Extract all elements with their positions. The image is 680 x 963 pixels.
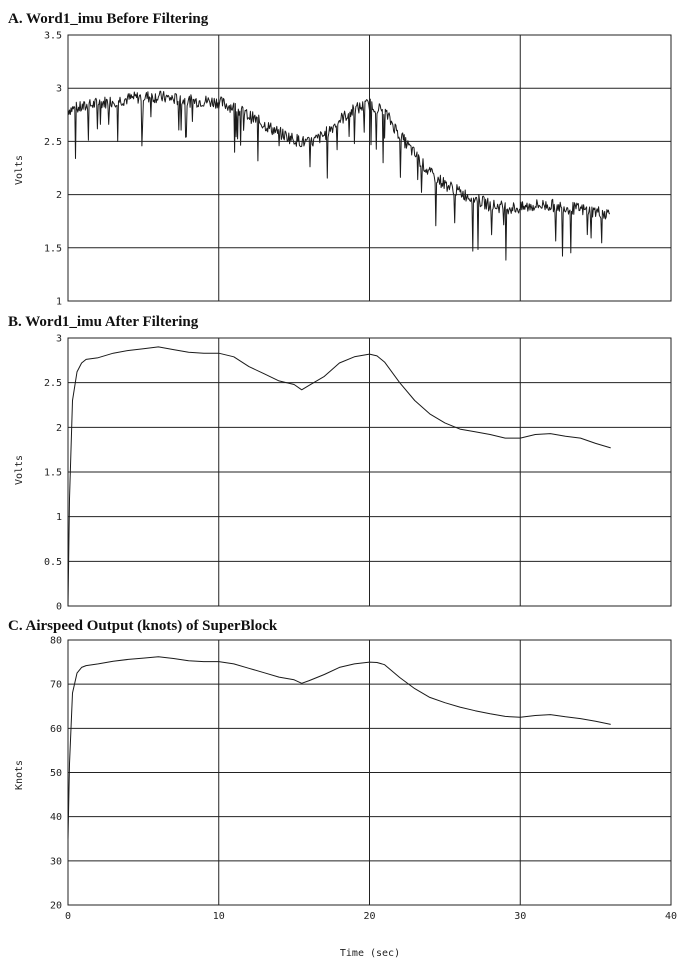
panel-c-ylabel: Knots — [14, 760, 25, 790]
panel-b-ytick-label: 3 — [56, 334, 62, 345]
panel-b-ytick-label: 0.5 — [44, 557, 62, 568]
panel-a-series-line — [67, 90, 611, 261]
panel-b-title: B. Word1_imu After Filtering — [8, 314, 199, 330]
panel-c-xtick-label: 40 — [665, 911, 677, 922]
panel-a-ytick-label: 3 — [56, 84, 62, 95]
panel-c-ytick-label: 60 — [50, 724, 62, 735]
panel-a-ytick-label: 2.5 — [44, 137, 62, 148]
panel-c: C. Airspeed Output (knots) of SuperBlock… — [8, 618, 677, 959]
panel-c-grid — [68, 640, 671, 905]
panel-c-ytick-label: 30 — [50, 856, 62, 867]
panel-c-ticks: 20 30 40 50 60 70 80 0 10 20 30 40 — [50, 636, 677, 923]
panel-c-xtick-label: 30 — [514, 911, 526, 922]
panel-b-ytick-label: 0 — [56, 602, 62, 613]
panel-c-ytick-label: 80 — [50, 636, 62, 647]
panel-a-grid — [68, 35, 671, 301]
panel-b: B. Word1_imu After Filtering Volts 0 0.5 1… — [8, 314, 672, 613]
panel-c-xlabel: Time (sec) — [340, 948, 400, 959]
panel-b-grid — [68, 338, 671, 606]
panel-a-ytick-label: 3.5 — [44, 31, 62, 42]
panel-a-title: A. Word1_imu Before Filtering — [8, 11, 209, 27]
panel-b-ytick-label: 2 — [56, 423, 62, 434]
panel-c-xtick-label: 20 — [363, 911, 375, 922]
panel-c-ytick-label: 40 — [50, 812, 62, 823]
panel-a-ticks: 1 1.5 2 2.5 3 3.5 — [44, 31, 62, 308]
panel-b-series-line — [67, 346, 611, 607]
panel-a-ylabel: Volts — [14, 155, 25, 185]
panel-c-ytick-label: 70 — [50, 680, 62, 691]
panel-a-ytick-label: 1.5 — [44, 243, 62, 254]
panel-c-title: C. Airspeed Output (knots) of SuperBlock — [8, 618, 278, 634]
panel-b-ylabel: Volts — [14, 455, 25, 485]
panel-c-ytick-label: 20 — [50, 901, 62, 912]
panel-c-ytick-label: 50 — [50, 768, 62, 779]
panel-b-ticks: 0 0.5 1 1.5 2 2.5 3 — [44, 334, 62, 613]
panel-a-ytick-label: 1 — [56, 297, 62, 308]
panel-b-ytick-label: 1 — [56, 512, 62, 523]
panel-a: A. Word1_imu Before Filtering Volts 1 1.5… — [8, 11, 672, 308]
panel-c-xtick-label: 10 — [213, 911, 225, 922]
panel-c-series-line — [67, 656, 611, 839]
panel-c-xtick-label: 0 — [65, 911, 71, 922]
panel-b-ytick-label: 1.5 — [44, 468, 62, 479]
panel-a-ytick-label: 2 — [56, 190, 62, 201]
panel-b-ytick-label: 2.5 — [44, 378, 62, 389]
